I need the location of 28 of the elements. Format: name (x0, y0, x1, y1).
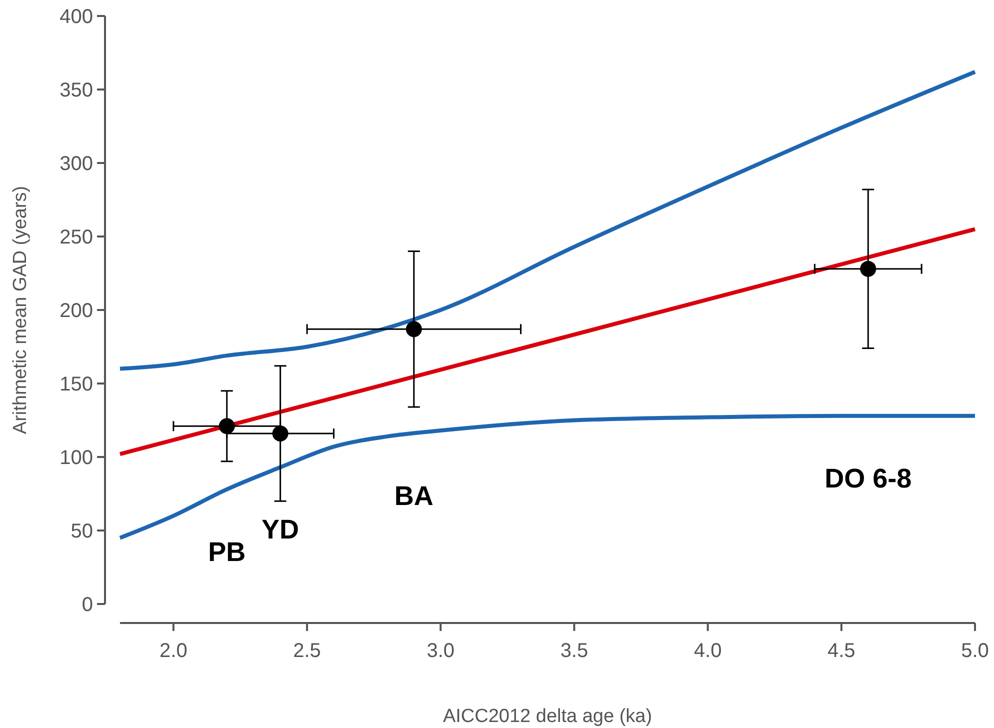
y-axis-title: Arithmetic mean GAD (years) (10, 186, 31, 434)
y-tick-label: 150 (60, 374, 93, 396)
x-tick-label: 5.0 (961, 640, 989, 662)
x-tick-label: 4.5 (828, 640, 856, 662)
line-series (118, 414, 977, 540)
y-tick-label: 100 (60, 447, 93, 469)
y-tick-label: 300 (60, 153, 93, 175)
x-tick-label: 3.5 (560, 640, 588, 662)
annotation: BA (394, 480, 434, 511)
y-tick-label: 50 (70, 520, 93, 542)
point (272, 425, 288, 442)
annotation: YD (262, 514, 300, 545)
y-tick-label: 350 (60, 80, 93, 102)
x-axis-title: AICC2012 delta age (ka) (442, 706, 652, 727)
annotation: PB (208, 536, 246, 567)
x-tick-label: 4.0 (694, 640, 722, 662)
annotation: DO 6-8 (824, 463, 912, 494)
x-tick-label: 2.5 (293, 640, 321, 662)
point (860, 260, 876, 277)
y-tick-label: 200 (60, 300, 93, 322)
point (218, 418, 235, 434)
point (406, 321, 422, 338)
y-tick-label: 250 (60, 226, 93, 248)
line-series (118, 70, 977, 371)
y-tick-label: 0 (82, 594, 93, 616)
x-tick-label: 2.0 (160, 640, 188, 662)
y-tick-label: 400 (60, 6, 93, 28)
x-tick-label: 3.0 (426, 640, 455, 662)
